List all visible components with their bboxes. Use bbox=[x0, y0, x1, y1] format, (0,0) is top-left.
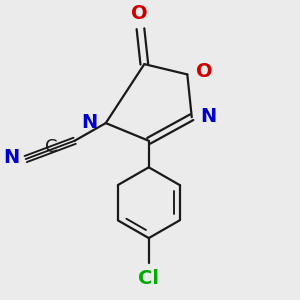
Text: N: N bbox=[81, 113, 98, 132]
Text: O: O bbox=[131, 4, 147, 23]
Text: N: N bbox=[200, 107, 216, 126]
Text: C: C bbox=[45, 138, 58, 156]
Text: N: N bbox=[4, 148, 20, 167]
Text: Cl: Cl bbox=[138, 269, 159, 288]
Text: O: O bbox=[196, 62, 213, 81]
